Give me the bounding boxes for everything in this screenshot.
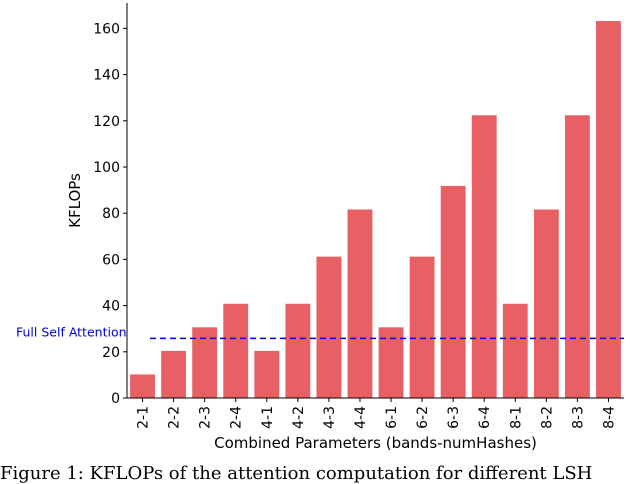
x-tick-label: 2-3 [198,406,214,429]
x-tick-label: 4-3 [322,406,338,429]
bar-4-3 [316,256,342,398]
x-tick-label: 8-2 [539,406,555,429]
x-tick-label: 4-2 [291,406,307,429]
x-tick-label: 4-4 [353,406,369,429]
bar-4-1 [254,350,280,398]
y-tick-label: 80 [102,206,120,222]
x-tick-label: 8-3 [570,406,586,429]
full-self-attention-label: Full Self Attention [16,324,127,339]
bar-6-4 [471,115,497,399]
x-tick-label: 8-4 [601,406,617,429]
x-tick-label: 6-4 [477,406,493,429]
y-tick-label: 140 [93,68,120,84]
bar-2-2 [161,350,187,398]
x-axis-title: Combined Parameters (bands-numHashes) [214,434,537,452]
x-tick-label: 6-2 [415,406,431,429]
bar-chart: 2-1 2-2 2-3 2-4 4-1 4-2 4-3 4-4 6-1 6-2 6-3 6-4 8-1 8… [16,3,624,452]
bars-layer [130,21,621,399]
y-tick-label: 160 [93,21,120,37]
bar-2-1 [130,374,155,398]
x-tick-label: 4-1 [260,406,276,429]
x-tick-label: 8-1 [508,406,524,429]
bar-8-4 [596,21,621,398]
bar-8-3 [564,115,590,399]
y-axis-ticks: 0 20 40 60 80 100 120 140 160 [93,21,127,407]
x-tick-label: 6-1 [384,406,400,429]
bar-8-2 [533,209,559,398]
x-tick-label: 2-4 [229,406,245,429]
bar-6-3 [440,185,466,398]
bar-6-2 [409,256,435,398]
bar-4-2 [285,303,311,398]
x-tick-label: 2-1 [136,406,152,429]
y-tick-label: 0 [111,391,120,407]
y-axis-title: KFLOPs [66,173,84,228]
x-axis-ticks: 2-1 2-2 2-3 2-4 4-1 4-2 4-3 4-4 6-1 6-2 6-3 6-4 8-1 8… [136,398,617,429]
x-tick-label: 2-2 [167,406,183,429]
figure-caption: Figure 1: KFLOPs of the attention comput… [0,463,593,484]
x-tick-label: 6-3 [446,406,462,429]
y-tick-label: 100 [93,160,120,176]
y-tick-label: 60 [102,252,120,268]
y-tick-label: 40 [102,299,120,315]
bar-2-4 [223,303,249,398]
bar-8-1 [502,303,528,398]
bar-4-4 [347,209,373,398]
y-tick-label: 120 [93,114,120,130]
y-tick-label: 20 [102,345,120,361]
